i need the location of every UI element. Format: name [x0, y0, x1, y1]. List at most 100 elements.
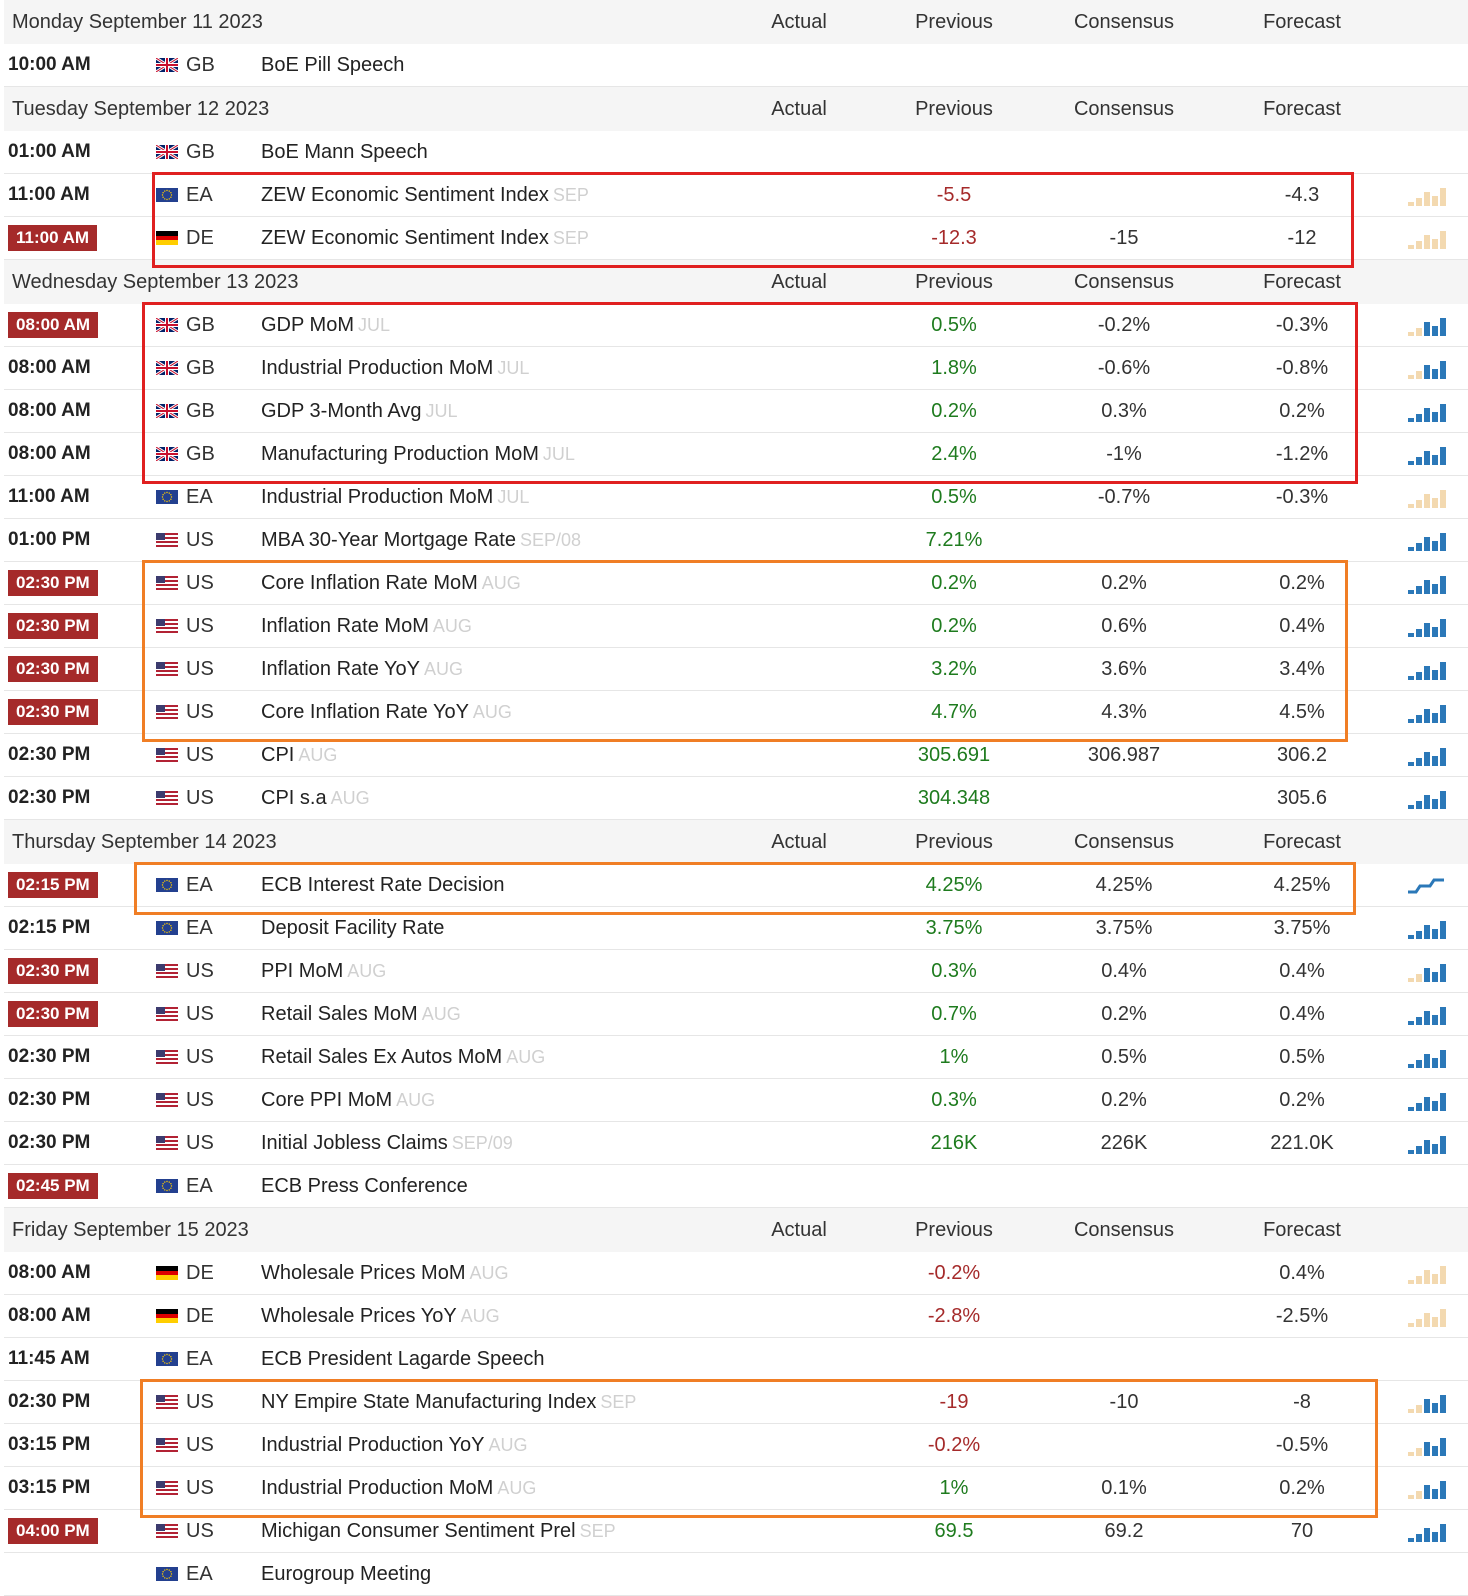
event-name-link[interactable]: Retail Sales MoM AUG: [261, 1003, 461, 1026]
event-name-link[interactable]: MBA 30-Year Mortgage Rate SEP/08: [261, 529, 581, 552]
sparkline-chart[interactable]: [1406, 572, 1446, 594]
event-name-link[interactable]: GDP MoM JUL: [261, 314, 390, 337]
event-row[interactable]: 08:00 AM GB GDP MoM JUL 0.5% -0.2% -0.3%: [4, 304, 1468, 347]
event-name-link[interactable]: NY Empire State Manufacturing Index SEP: [261, 1391, 636, 1414]
event-name-link[interactable]: ZEW Economic Sentiment Index SEP: [261, 227, 589, 250]
event-row[interactable]: 03:15 PM US Industrial Production MoM AUG 1%…: [4, 1467, 1468, 1510]
column-header-actual[interactable]: Actual: [771, 830, 827, 853]
column-header-consensus[interactable]: Consensus: [1073, 97, 1175, 120]
event-row[interactable]: 10:00 AM GB BoE Pill Speech: [4, 44, 1468, 87]
column-header-previous[interactable]: Previous: [915, 830, 993, 853]
sparkline-chart[interactable]: [1406, 787, 1446, 809]
event-name-link[interactable]: Industrial Production MoM AUG: [261, 1477, 536, 1500]
column-header-forecast[interactable]: Forecast: [1263, 10, 1341, 33]
event-row[interactable]: 02:30 PM US Inflation Rate YoY AUG 3.2% 3.6% 3…: [4, 648, 1468, 691]
event-row[interactable]: 11:45 AM EA ECB President Lagarde Speech: [4, 1338, 1468, 1381]
event-name-link[interactable]: Initial Jobless Claims SEP/09: [261, 1132, 513, 1155]
column-header-forecast[interactable]: Forecast: [1263, 1218, 1341, 1241]
sparkline-chart[interactable]: [1406, 1477, 1446, 1499]
event-name-link[interactable]: Inflation Rate MoM AUG: [261, 615, 472, 638]
event-row[interactable]: 02:30 PM US Core Inflation Rate YoY AUG 4.7%…: [4, 691, 1468, 734]
event-name-link[interactable]: Michigan Consumer Sentiment Prel SEP: [261, 1520, 616, 1543]
event-row[interactable]: 08:00 AM GB GDP 3-Month Avg JUL 0.2% 0.3% 0.2%: [4, 390, 1468, 433]
column-header-consensus[interactable]: Consensus: [1073, 1218, 1175, 1241]
sparkline-chart[interactable]: [1406, 1046, 1446, 1068]
sparkline-chart[interactable]: [1406, 917, 1446, 939]
sparkline-chart[interactable]: [1406, 701, 1446, 723]
column-header-previous[interactable]: Previous: [915, 10, 993, 33]
sparkline-chart[interactable]: [1406, 658, 1446, 680]
event-name-link[interactable]: CPI AUG: [261, 744, 337, 767]
event-row[interactable]: 03:15 PM US Industrial Production YoY AUG -0…: [4, 1424, 1468, 1467]
event-name-link[interactable]: Industrial Production MoM JUL: [261, 486, 529, 509]
event-row[interactable]: 01:00 PM US MBA 30-Year Mortgage Rate SEP/0…: [4, 519, 1468, 562]
sparkline-chart[interactable]: [1406, 874, 1446, 896]
event-name-link[interactable]: Core PPI MoM AUG: [261, 1089, 435, 1112]
event-row[interactable]: 02:45 PM EA ECB Press Conference: [4, 1165, 1468, 1208]
sparkline-chart[interactable]: [1406, 615, 1446, 637]
sparkline-chart[interactable]: [1406, 227, 1446, 249]
sparkline-chart[interactable]: [1406, 1434, 1446, 1456]
event-row[interactable]: 08:00 AM DE Wholesale Prices YoY AUG -2.8% -2…: [4, 1295, 1468, 1338]
event-name-link[interactable]: Eurogroup Meeting: [261, 1563, 431, 1586]
sparkline-chart[interactable]: [1406, 443, 1446, 465]
column-header-actual[interactable]: Actual: [771, 97, 827, 120]
column-header-actual[interactable]: Actual: [771, 1218, 827, 1241]
event-row[interactable]: 02:30 PM US Core PPI MoM AUG 0.3% 0.2% 0.2%: [4, 1079, 1468, 1122]
event-name-link[interactable]: Industrial Production MoM JUL: [261, 357, 529, 380]
event-name-link[interactable]: ECB President Lagarde Speech: [261, 1348, 545, 1371]
column-header-forecast[interactable]: Forecast: [1263, 270, 1341, 293]
event-row[interactable]: 02:30 PM US Inflation Rate MoM AUG 0.2% 0.6% 0…: [4, 605, 1468, 648]
sparkline-chart[interactable]: [1406, 357, 1446, 379]
event-row[interactable]: 02:30 PM US Core Inflation Rate MoM AUG 0.2%…: [4, 562, 1468, 605]
sparkline-chart[interactable]: [1406, 744, 1446, 766]
column-header-actual[interactable]: Actual: [771, 270, 827, 293]
event-name-link[interactable]: Wholesale Prices YoY AUG: [261, 1305, 500, 1328]
event-name-link[interactable]: Retail Sales Ex Autos MoM AUG: [261, 1046, 545, 1069]
sparkline-chart[interactable]: [1406, 1391, 1446, 1413]
event-name-link[interactable]: GDP 3-Month Avg JUL: [261, 400, 457, 423]
column-header-actual[interactable]: Actual: [771, 10, 827, 33]
event-row[interactable]: 02:15 PM EA Deposit Facility Rate 3.75% 3.75…: [4, 907, 1468, 950]
sparkline-chart[interactable]: [1406, 1262, 1446, 1284]
column-header-consensus[interactable]: Consensus: [1073, 830, 1175, 853]
event-row[interactable]: 11:00 AM DE ZEW Economic Sentiment Index SE…: [4, 217, 1468, 260]
event-row[interactable]: EA Eurogroup Meeting: [4, 1553, 1468, 1596]
event-row[interactable]: 11:00 AM EA ZEW Economic Sentiment Index SE…: [4, 174, 1468, 217]
sparkline-chart[interactable]: [1406, 1520, 1446, 1542]
event-row[interactable]: 08:00 AM GB Industrial Production MoM JUL 1.…: [4, 347, 1468, 390]
column-header-forecast[interactable]: Forecast: [1263, 97, 1341, 120]
event-name-link[interactable]: BoE Mann Speech: [261, 141, 428, 164]
sparkline-chart[interactable]: [1406, 1003, 1446, 1025]
sparkline-chart[interactable]: [1406, 1305, 1446, 1327]
event-row[interactable]: 02:30 PM US CPI AUG 305.691 306.987 306.2: [4, 734, 1468, 777]
event-name-link[interactable]: ECB Press Conference: [261, 1175, 468, 1198]
event-name-link[interactable]: ECB Interest Rate Decision: [261, 874, 504, 897]
event-row[interactable]: 04:00 PM US Michigan Consumer Sentiment Pr…: [4, 1510, 1468, 1553]
sparkline-chart[interactable]: [1406, 184, 1446, 206]
event-row[interactable]: 08:00 AM DE Wholesale Prices MoM AUG -0.2% 0.…: [4, 1252, 1468, 1295]
event-row[interactable]: 01:00 AM GB BoE Mann Speech: [4, 131, 1468, 174]
column-header-previous[interactable]: Previous: [915, 270, 993, 293]
column-header-consensus[interactable]: Consensus: [1073, 270, 1175, 293]
event-row[interactable]: 02:30 PM US Retail Sales MoM AUG 0.7% 0.2% 0.4…: [4, 993, 1468, 1036]
event-name-link[interactable]: Inflation Rate YoY AUG: [261, 658, 463, 681]
column-header-forecast[interactable]: Forecast: [1263, 830, 1341, 853]
sparkline-chart[interactable]: [1406, 1132, 1446, 1154]
event-name-link[interactable]: PPI MoM AUG: [261, 960, 386, 983]
event-name-link[interactable]: Deposit Facility Rate: [261, 917, 444, 940]
event-name-link[interactable]: CPI s.a AUG: [261, 787, 370, 810]
event-row[interactable]: 02:30 PM US CPI s.a AUG 304.348 305.6: [4, 777, 1468, 820]
event-row[interactable]: 02:30 PM US Initial Jobless Claims SEP/09 21…: [4, 1122, 1468, 1165]
sparkline-chart[interactable]: [1406, 400, 1446, 422]
event-name-link[interactable]: Wholesale Prices MoM AUG: [261, 1262, 509, 1285]
event-name-link[interactable]: Core Inflation Rate YoY AUG: [261, 701, 512, 724]
sparkline-chart[interactable]: [1406, 314, 1446, 336]
column-header-previous[interactable]: Previous: [915, 97, 993, 120]
event-row[interactable]: 08:00 AM GB Manufacturing Production MoM JU…: [4, 433, 1468, 476]
sparkline-chart[interactable]: [1406, 1089, 1446, 1111]
event-row[interactable]: 02:30 PM US Retail Sales Ex Autos MoM AUG 1%…: [4, 1036, 1468, 1079]
event-row[interactable]: 11:00 AM EA Industrial Production MoM JUL 0.…: [4, 476, 1468, 519]
sparkline-chart[interactable]: [1406, 529, 1446, 551]
event-name-link[interactable]: ZEW Economic Sentiment Index SEP: [261, 184, 589, 207]
